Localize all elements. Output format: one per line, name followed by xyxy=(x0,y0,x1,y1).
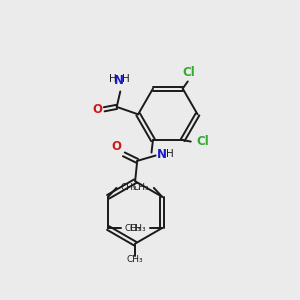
Text: H: H xyxy=(166,149,173,159)
Text: Cl: Cl xyxy=(196,135,209,148)
Text: CH₃: CH₃ xyxy=(121,183,137,192)
Text: CH₃: CH₃ xyxy=(133,183,149,192)
Text: CH₃: CH₃ xyxy=(130,224,146,232)
Text: Cl: Cl xyxy=(183,66,196,79)
Text: H: H xyxy=(122,74,130,84)
Text: O: O xyxy=(112,140,122,153)
Text: H: H xyxy=(109,74,116,84)
Text: N: N xyxy=(157,148,167,161)
Text: CH₃: CH₃ xyxy=(127,255,143,264)
Text: CH₃: CH₃ xyxy=(124,224,141,232)
Text: N: N xyxy=(114,74,124,87)
Text: O: O xyxy=(92,103,102,116)
